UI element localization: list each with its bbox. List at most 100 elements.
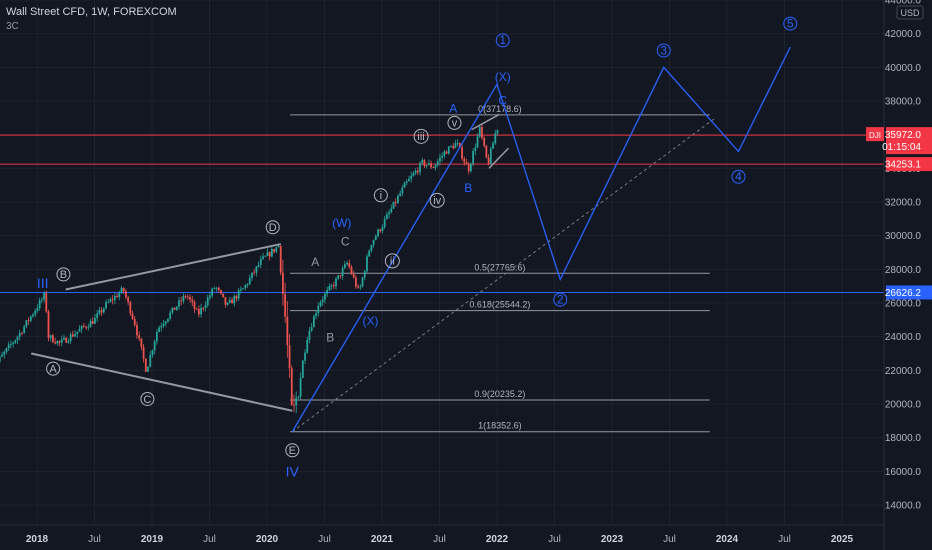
candle-body <box>113 295 116 301</box>
candle-body <box>335 278 337 287</box>
wave-label-circle <box>731 169 746 184</box>
candle-body <box>29 316 32 321</box>
candle-body <box>410 175 413 179</box>
candle-body <box>264 255 267 257</box>
candle-body <box>191 299 194 302</box>
x-tick-label: 2021 <box>371 534 394 545</box>
candle-body <box>397 196 399 203</box>
candle-body <box>54 342 57 344</box>
candle-body <box>149 355 152 367</box>
candle-body <box>301 360 304 378</box>
candle-body <box>383 219 386 227</box>
candle-body <box>414 170 417 174</box>
candle-body <box>430 163 432 168</box>
fib-level-label: 0.618(25544.2) <box>469 300 530 310</box>
candle-body <box>147 366 149 372</box>
candle-body <box>231 299 233 304</box>
candle-body <box>49 335 52 338</box>
candle-body <box>423 160 426 167</box>
candle-body <box>439 157 441 162</box>
candle-body <box>167 318 169 322</box>
candle-body <box>379 229 382 232</box>
candle-body <box>403 182 406 188</box>
candle-body <box>425 165 428 167</box>
candle-body <box>348 262 351 267</box>
candle-body <box>463 158 466 163</box>
candle-body <box>74 334 76 337</box>
candle-body <box>288 345 291 369</box>
candle-body <box>330 285 333 287</box>
wave-label: iv <box>433 195 441 207</box>
candle-body <box>436 161 439 166</box>
candle-body <box>56 340 59 344</box>
candle-body <box>259 259 262 266</box>
candle-body <box>155 332 158 342</box>
candle-body <box>82 325 85 327</box>
candle-body <box>125 291 127 298</box>
small-triangle-top-line <box>471 113 500 131</box>
candle-body <box>144 358 147 372</box>
candle-body <box>58 340 61 343</box>
x-tick-label: Jul <box>88 534 101 545</box>
candle-body <box>160 326 163 328</box>
y-tick-label: 42000.0 <box>885 29 922 40</box>
wave-label: (X) <box>363 314 379 328</box>
candle-body <box>3 351 6 355</box>
candle-body <box>235 296 238 299</box>
wave-label: 1 <box>499 33 506 47</box>
candle-body <box>45 292 48 312</box>
candle-body <box>182 296 185 302</box>
candle-body <box>452 146 455 149</box>
wave-label: 2 <box>557 292 564 306</box>
candle-body <box>180 300 183 302</box>
candle-body <box>140 338 143 348</box>
currency-label: USD <box>900 8 920 18</box>
candle-body <box>32 314 34 317</box>
candle-body <box>412 173 415 176</box>
candle-body <box>89 321 92 328</box>
y-tick-label: 44000.0 <box>885 0 922 7</box>
wave-label-circle <box>495 33 510 48</box>
wave-label-circle <box>553 292 568 307</box>
candle-body <box>94 317 96 324</box>
x-tick-label: 2024 <box>716 534 739 545</box>
candle-body <box>129 301 132 314</box>
candle-body <box>361 277 364 287</box>
wave-label: IV <box>286 463 300 479</box>
candle-body <box>485 145 488 158</box>
candle-body <box>98 310 101 314</box>
candle-body <box>233 296 236 304</box>
candle-body <box>120 287 123 294</box>
candle-body <box>102 308 105 313</box>
currency-box <box>896 5 924 20</box>
x-tick-label: 2025 <box>831 534 854 545</box>
candle-body <box>213 288 216 289</box>
y-tick-label: 16000.0 <box>885 467 922 478</box>
candle-body <box>193 301 196 310</box>
candle-body <box>355 277 357 287</box>
candle-body <box>385 214 388 220</box>
candle-body <box>286 316 289 346</box>
candle-body <box>443 151 446 156</box>
candle-body <box>339 275 342 277</box>
triangle-lower-line <box>31 352 293 412</box>
x-tick-label: Jul <box>203 534 216 545</box>
candle-body <box>253 272 256 274</box>
wave-label-circle <box>413 128 429 144</box>
candle-body <box>492 143 494 149</box>
candle-body <box>494 133 497 144</box>
fib-level-label: 0(37178.6) <box>478 104 522 114</box>
candle-body <box>321 299 324 303</box>
candle-body <box>116 295 118 298</box>
candle-body <box>14 340 17 343</box>
symbol-badge <box>866 127 884 142</box>
candle-body <box>447 146 450 154</box>
wave-label: 5 <box>787 16 794 30</box>
candle-body <box>186 296 189 298</box>
y-tick-label: 38000.0 <box>885 97 922 108</box>
candle-body <box>248 277 251 285</box>
y-tick-label: 40000.0 <box>885 63 922 74</box>
candle-body <box>162 323 165 327</box>
y-tick-label: 32000.0 <box>885 198 922 209</box>
